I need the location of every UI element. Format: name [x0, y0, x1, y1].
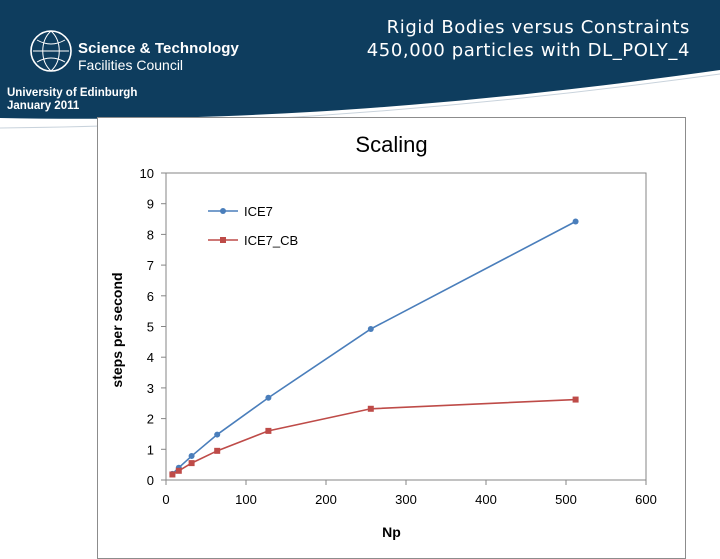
chart-frame: Scaling steps per second Np 0 1 2 3 4 5 6 7 8 9 10…	[97, 117, 686, 559]
data-point	[214, 447, 221, 454]
y-tick-label: 4	[147, 350, 154, 365]
x-tick-label: 500	[555, 492, 577, 507]
data-point	[367, 325, 374, 332]
y-tick-label: 6	[147, 289, 154, 304]
y-tick-label: 8	[147, 227, 154, 242]
y-tick-label: 0	[147, 473, 154, 488]
y-tick-label: 5	[147, 320, 154, 335]
data-point	[214, 431, 221, 438]
x-tick-label: 400	[475, 492, 497, 507]
data-point	[572, 396, 579, 403]
stfc-logo-icon	[30, 30, 72, 72]
x-tick-label: 600	[635, 492, 657, 507]
y-tick-label: 10	[140, 166, 154, 181]
logo-line-2: Facilities Council	[78, 57, 184, 73]
slide-title: Rigid Bodies versus Constraints 450,000 …	[367, 16, 690, 62]
slide-title-line-1: Rigid Bodies versus Constraints	[386, 17, 690, 38]
header-wave-graphic	[0, 70, 720, 130]
chart-title: Scaling	[355, 132, 428, 157]
y-tick-label: 7	[147, 258, 154, 273]
series-line-ice7	[171, 220, 576, 475]
x-tick-label: 300	[395, 492, 417, 507]
slide-title-line-2: 450,000 particles with DL_POLY_4	[366, 40, 690, 61]
x-tick-label: 100	[235, 492, 257, 507]
data-point	[572, 218, 579, 225]
x-tick-label: 0	[162, 492, 169, 507]
data-point	[175, 467, 182, 474]
stfc-logo-text: Science & Technology Facilities Council	[78, 40, 239, 73]
data-point	[265, 394, 272, 401]
organisation-info: University of Edinburgh January 2011	[7, 87, 137, 113]
org-name: University of Edinburgh	[7, 87, 138, 99]
x-axis-label: Np	[382, 524, 401, 540]
legend-marker	[220, 208, 226, 214]
y-tick-label: 2	[147, 412, 154, 427]
data-point	[188, 460, 195, 467]
data-point	[265, 427, 272, 434]
legend-marker	[220, 237, 226, 243]
y-tick-label: 1	[147, 442, 154, 457]
logo-line-1: Science & Technology	[78, 40, 239, 57]
series-line-ice7-cb	[172, 398, 576, 476]
slide-header: Science & Technology Facilities Council …	[0, 0, 720, 130]
data-point	[367, 405, 374, 412]
data-point	[169, 471, 176, 478]
legend-label: ICE7_CB	[244, 233, 298, 248]
legend-label: ICE7	[244, 204, 273, 219]
x-tick-label: 200	[315, 492, 337, 507]
data-point	[188, 453, 195, 460]
org-date: January 2011	[7, 100, 80, 112]
y-tick-label: 9	[147, 197, 154, 212]
y-tick-label: 3	[147, 381, 154, 396]
